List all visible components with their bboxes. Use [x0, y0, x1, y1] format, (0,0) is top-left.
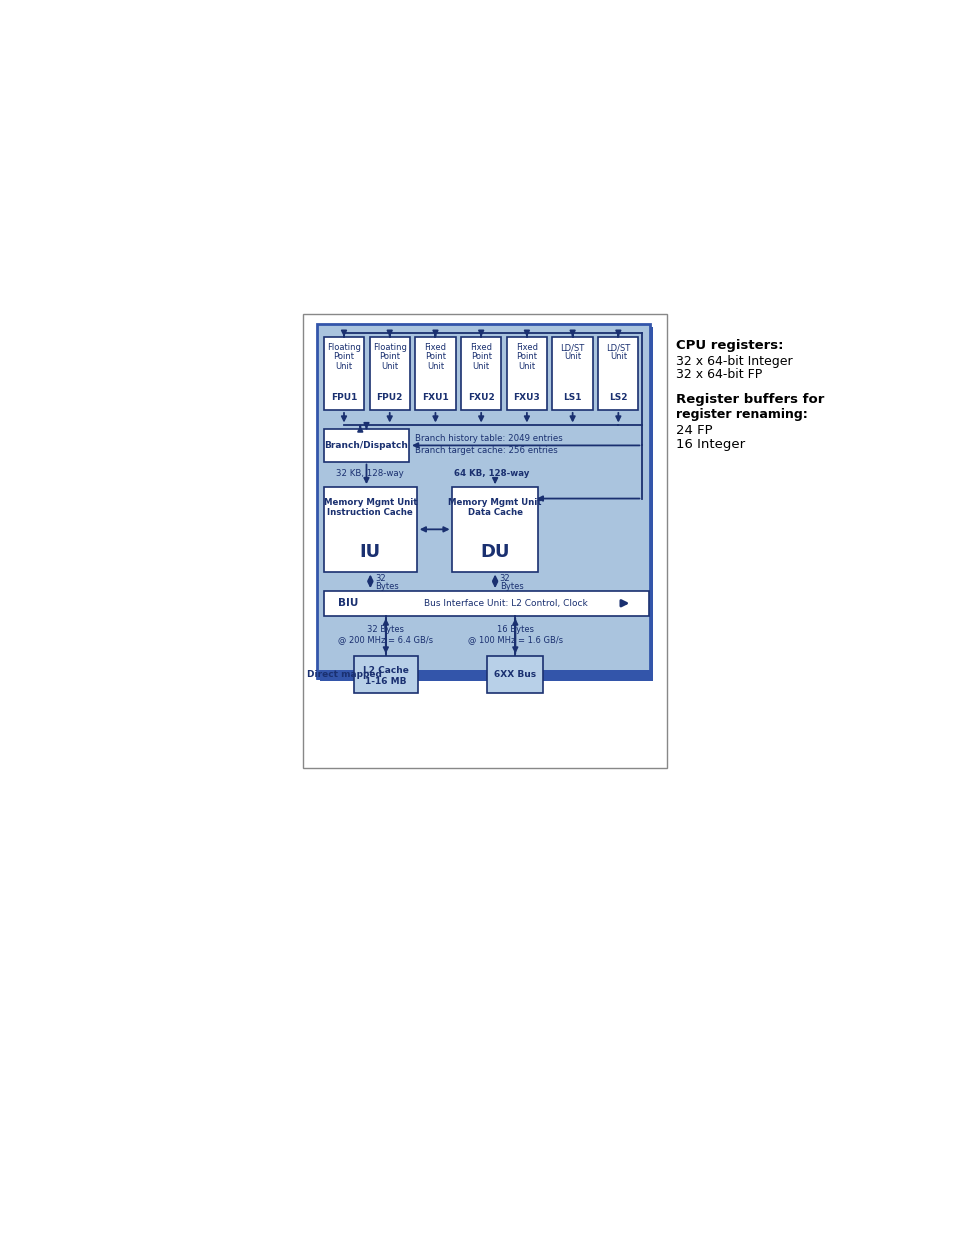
- Bar: [598, 337, 638, 410]
- Text: Point: Point: [379, 352, 400, 362]
- Text: Unit: Unit: [517, 362, 535, 370]
- Text: 16 Integer: 16 Integer: [675, 437, 744, 451]
- Text: LD/ST: LD/ST: [560, 343, 584, 352]
- Bar: [303, 314, 666, 768]
- Bar: [323, 592, 649, 615]
- Bar: [415, 337, 456, 410]
- Text: Data Cache: Data Cache: [467, 508, 522, 517]
- Text: Memory Mgmt Unit: Memory Mgmt Unit: [448, 498, 541, 506]
- Bar: [323, 337, 364, 410]
- Text: Point: Point: [424, 352, 445, 362]
- Bar: [487, 656, 542, 693]
- Text: Register buffers for: Register buffers for: [675, 393, 823, 406]
- Text: Unit: Unit: [426, 362, 443, 370]
- Text: Fixed: Fixed: [470, 343, 492, 352]
- Text: FXU3: FXU3: [513, 393, 539, 403]
- Text: 32 Bytes: 32 Bytes: [367, 625, 404, 635]
- Text: L2 Cache: L2 Cache: [362, 666, 408, 674]
- Text: Bytes: Bytes: [499, 582, 523, 592]
- Text: 32: 32: [499, 574, 510, 583]
- Text: Unit: Unit: [472, 362, 489, 370]
- Text: 1-16 MB: 1-16 MB: [365, 677, 406, 687]
- Text: FXU2: FXU2: [467, 393, 494, 403]
- Text: LD/ST: LD/ST: [605, 343, 630, 352]
- Text: 32: 32: [375, 574, 385, 583]
- Text: FXU1: FXU1: [421, 393, 448, 403]
- Bar: [323, 430, 409, 462]
- Bar: [506, 337, 546, 410]
- Text: 32 KB, 128-way: 32 KB, 128-way: [336, 468, 404, 478]
- Text: DU: DU: [480, 543, 509, 562]
- Text: register renaming:: register renaming:: [675, 409, 806, 421]
- Bar: [369, 337, 410, 410]
- Text: 6XX Bus: 6XX Bus: [494, 671, 536, 679]
- Text: Floating: Floating: [373, 343, 406, 352]
- Text: Branch history table: 2049 entries: Branch history table: 2049 entries: [415, 433, 562, 443]
- Bar: [319, 327, 653, 680]
- Text: 24 FP: 24 FP: [675, 424, 712, 437]
- Text: Point: Point: [516, 352, 537, 362]
- Text: Floating: Floating: [327, 343, 360, 352]
- Text: IU: IU: [359, 543, 380, 562]
- Text: 16 Bytes: 16 Bytes: [497, 625, 534, 635]
- Text: @ 100 MHz = 1.6 GB/s: @ 100 MHz = 1.6 GB/s: [467, 635, 562, 645]
- Bar: [460, 337, 500, 410]
- Text: @ 200 MHz = 6.4 GB/s: @ 200 MHz = 6.4 GB/s: [338, 635, 433, 645]
- Text: Bytes: Bytes: [375, 582, 398, 592]
- Text: Direct mapped: Direct mapped: [307, 671, 381, 679]
- Text: Unit: Unit: [563, 352, 580, 362]
- Text: 32 x 64-bit FP: 32 x 64-bit FP: [675, 368, 761, 382]
- Bar: [316, 671, 653, 679]
- Text: CPU registers:: CPU registers:: [675, 340, 782, 352]
- Text: FPU2: FPU2: [376, 393, 402, 403]
- Text: Memory Mgmt Unit: Memory Mgmt Unit: [323, 498, 416, 506]
- Bar: [452, 487, 537, 572]
- Text: Instruction Cache: Instruction Cache: [327, 508, 413, 517]
- Bar: [354, 656, 417, 693]
- Text: Branch/Dispatch: Branch/Dispatch: [324, 441, 408, 450]
- Text: Unit: Unit: [381, 362, 397, 370]
- Text: Branch target cache: 256 entries: Branch target cache: 256 entries: [415, 446, 558, 454]
- Text: 64 KB, 128-way: 64 KB, 128-way: [453, 468, 528, 478]
- Text: Point: Point: [334, 352, 355, 362]
- Text: Unit: Unit: [609, 352, 626, 362]
- Text: Bus Interface Unit: L2 Control, Clock: Bus Interface Unit: L2 Control, Clock: [424, 599, 587, 608]
- Text: 32 x 64-bit Integer: 32 x 64-bit Integer: [675, 354, 792, 368]
- Text: LS1: LS1: [563, 393, 581, 403]
- Text: Unit: Unit: [335, 362, 353, 370]
- Text: Fixed: Fixed: [516, 343, 537, 352]
- Text: FPU1: FPU1: [331, 393, 356, 403]
- Text: BIU: BIU: [337, 598, 357, 609]
- Bar: [323, 487, 416, 572]
- Text: Fixed: Fixed: [424, 343, 446, 352]
- Text: LS2: LS2: [608, 393, 627, 403]
- Text: Point: Point: [470, 352, 491, 362]
- Bar: [316, 324, 649, 678]
- Bar: [552, 337, 592, 410]
